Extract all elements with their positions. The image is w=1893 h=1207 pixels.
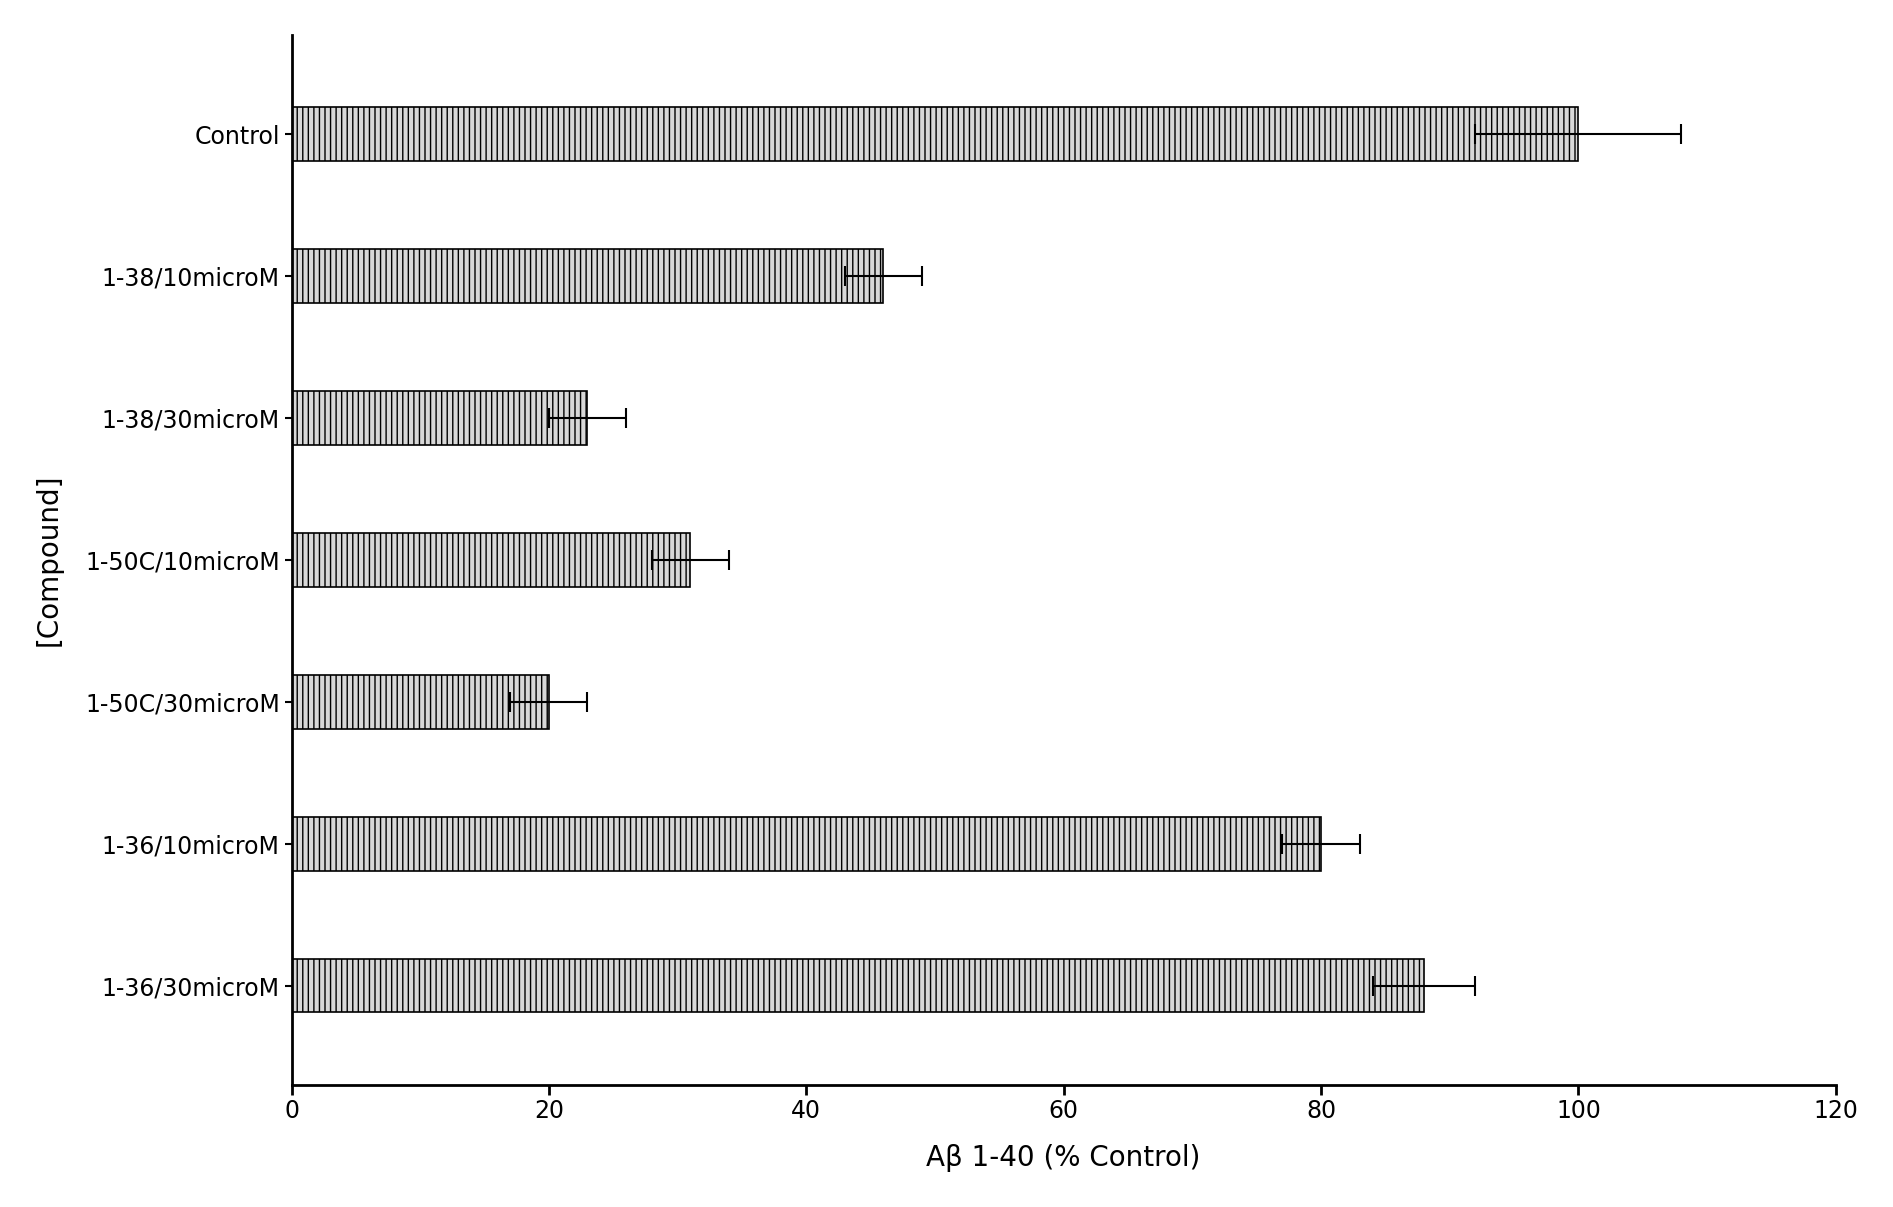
X-axis label: Aβ 1-40 (% Control): Aβ 1-40 (% Control) (926, 1144, 1200, 1172)
Bar (292, 532, 691, 587)
Bar (292, 249, 884, 303)
Bar (292, 675, 549, 729)
Y-axis label: [Compound]: [Compound] (34, 473, 62, 646)
Bar (292, 107, 1579, 161)
Bar (292, 958, 1424, 1013)
Bar (292, 391, 587, 445)
Bar (292, 817, 1321, 870)
